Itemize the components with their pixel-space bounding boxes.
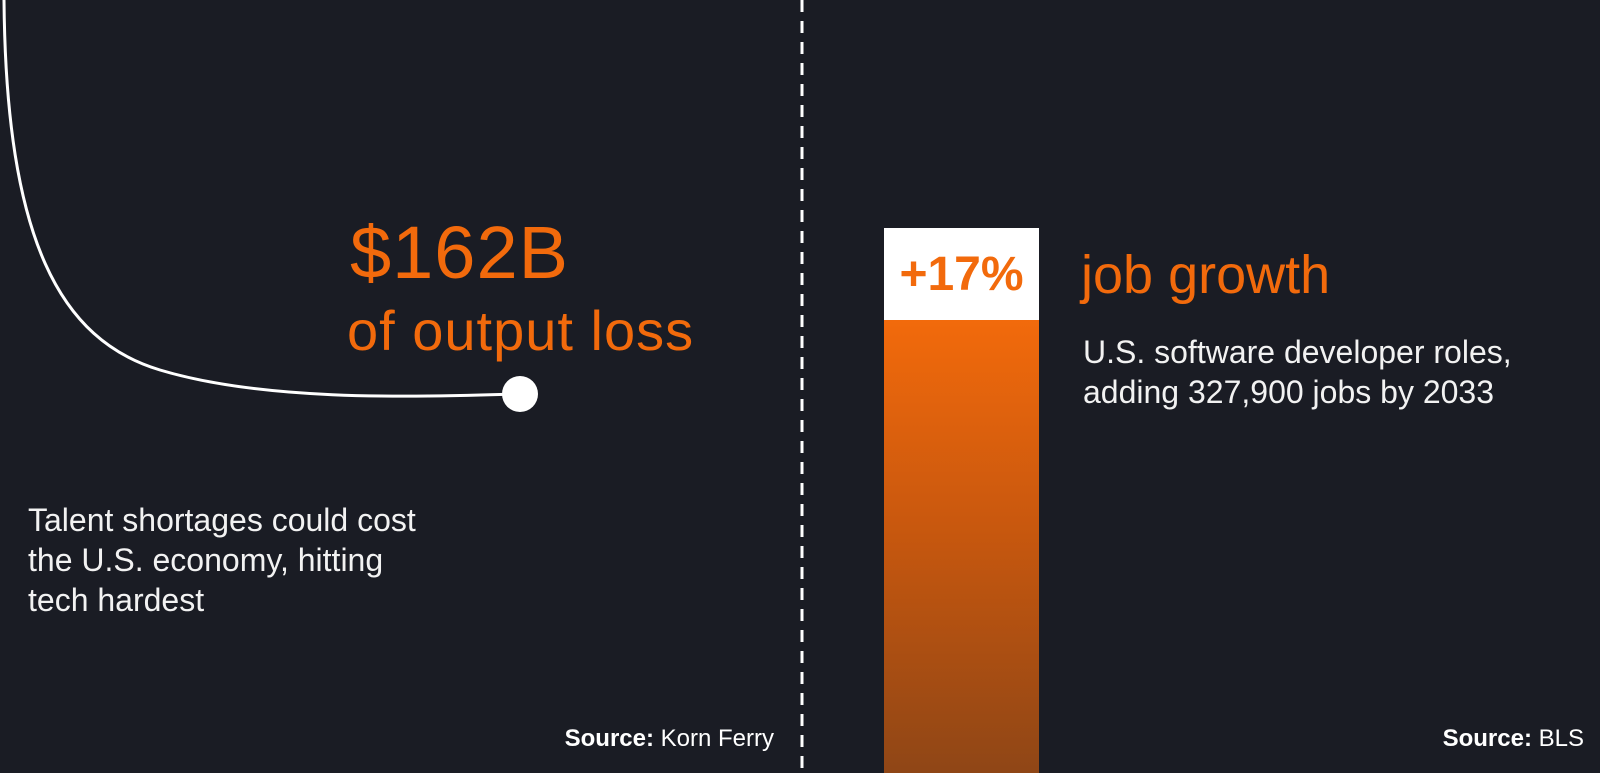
decline-curve bbox=[2, 0, 538, 412]
talent-shortage-description: Talent shortages could cost the U.S. eco… bbox=[28, 502, 416, 618]
bar-body bbox=[884, 320, 1039, 773]
bar-cap: +17% bbox=[884, 228, 1039, 320]
source-value: BLS bbox=[1538, 725, 1584, 752]
decline-curve-line bbox=[2, 0, 519, 398]
source-bls: Source: BLS bbox=[1443, 725, 1584, 753]
output-loss-value: $162B bbox=[350, 211, 569, 294]
left-panel: $162B of output loss Talent shortages co… bbox=[2, 0, 774, 753]
source-value: Korn Ferry bbox=[660, 725, 774, 752]
source-label: Source: bbox=[1442, 725, 1532, 752]
curve-end-dot bbox=[502, 376, 538, 412]
bar-value-label: +17% bbox=[899, 247, 1024, 301]
job-growth-bar: +17% bbox=[884, 228, 1039, 773]
source-korn-ferry: Source: Korn Ferry bbox=[565, 725, 774, 753]
output-loss-label: of output loss bbox=[347, 299, 695, 362]
job-growth-description: U.S. software developer roles, adding 32… bbox=[1083, 334, 1512, 410]
job-growth-title: job growth bbox=[1081, 245, 1331, 305]
right-panel: +17% job growth U.S. software developer … bbox=[804, 0, 1600, 773]
source-label: Source: bbox=[564, 725, 654, 752]
dashed-divider bbox=[800, 0, 804, 773]
